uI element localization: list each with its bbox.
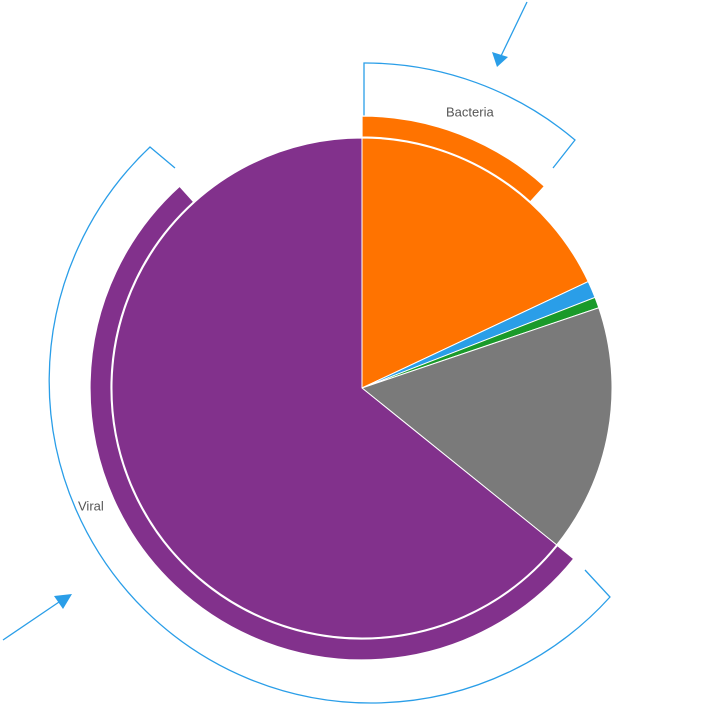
ring-segment — [361, 115, 546, 203]
pie-slice — [111, 137, 558, 639]
callouts — [2, 1, 611, 704]
slice-label: Viral — [78, 498, 104, 513]
pie-slice — [360, 307, 613, 546]
arrow — [2, 599, 63, 641]
pie-slice — [361, 137, 589, 389]
pie — [89, 115, 613, 661]
arrow — [500, 1, 528, 57]
bacteria-bracket — [363, 62, 576, 169]
arrow-head — [492, 52, 508, 67]
viral-bracket — [48, 146, 611, 704]
ring-segment — [89, 185, 575, 661]
arrow-head — [54, 594, 72, 609]
slice-label: Bacteria — [446, 104, 494, 119]
